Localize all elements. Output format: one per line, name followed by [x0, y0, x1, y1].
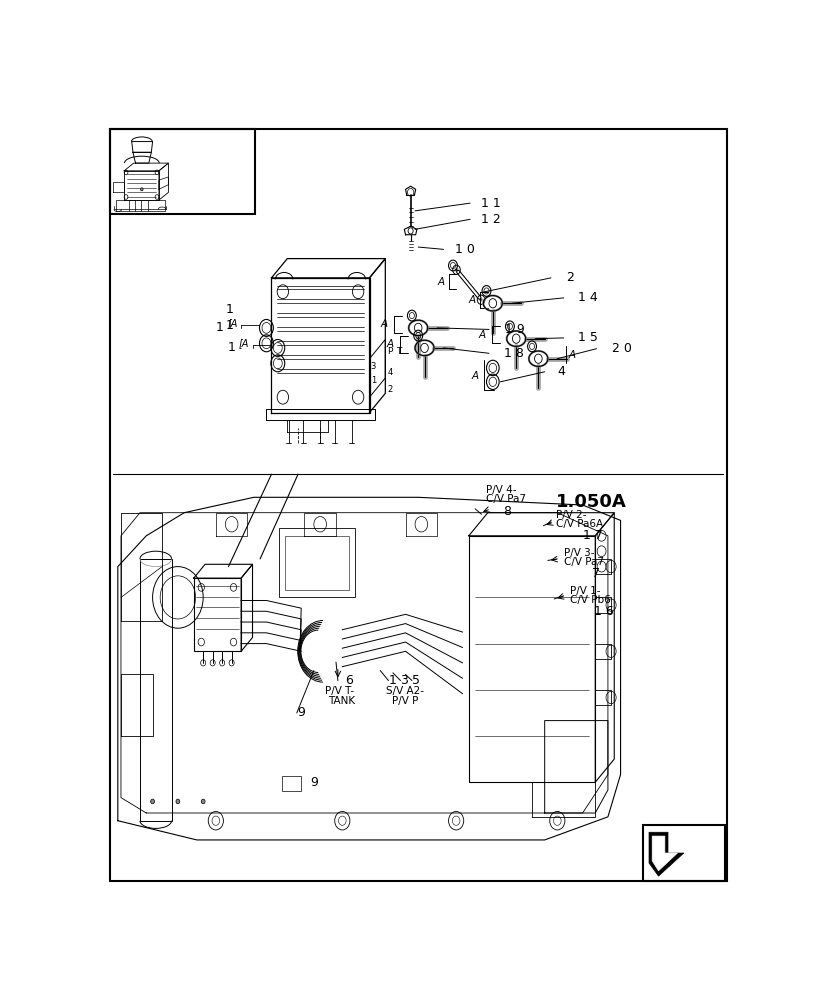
Text: 1 2: 1 2: [481, 213, 501, 226]
Text: A: A: [569, 350, 576, 360]
Text: 1: 1: [215, 321, 224, 334]
Text: 1: 1: [226, 319, 234, 332]
Text: C/V Pa6A: C/V Pa6A: [556, 519, 603, 529]
Bar: [643, 825, 725, 881]
Bar: [279, 528, 355, 597]
Text: P/V T-: P/V T-: [325, 686, 353, 696]
Text: A: A: [472, 371, 478, 381]
Text: 1: 1: [226, 303, 234, 316]
Text: P: P: [388, 347, 392, 356]
Bar: [109, 129, 255, 214]
Text: 7: 7: [592, 567, 600, 580]
Circle shape: [202, 799, 205, 804]
Text: 9: 9: [311, 776, 318, 789]
Text: 3: 3: [370, 362, 376, 371]
Text: A: A: [437, 277, 444, 287]
Text: 9: 9: [297, 706, 304, 719]
Polygon shape: [652, 836, 677, 871]
Text: S/V A2-: S/V A2-: [386, 686, 424, 696]
Bar: [595, 644, 611, 659]
Circle shape: [176, 799, 180, 804]
Bar: [286, 536, 348, 590]
Circle shape: [151, 799, 154, 804]
Bar: [193, 578, 241, 651]
Text: P/V 3-: P/V 3-: [564, 548, 594, 558]
Text: 1 6: 1 6: [594, 605, 614, 618]
Circle shape: [140, 188, 143, 191]
Text: T: T: [396, 347, 401, 356]
Text: TANK: TANK: [328, 696, 355, 706]
Text: A: A: [468, 295, 476, 305]
Text: P/V 4-: P/V 4-: [486, 485, 517, 495]
Text: A: A: [387, 339, 393, 349]
Text: 1 5: 1 5: [578, 331, 597, 344]
Text: 1: 1: [370, 376, 376, 385]
Text: P/V 2-: P/V 2-: [556, 510, 587, 520]
Bar: [468, 536, 596, 782]
Text: 6: 6: [345, 674, 353, 687]
Text: [A: [A: [227, 318, 237, 328]
Text: 1 7: 1 7: [583, 529, 602, 542]
Text: 4: 4: [388, 368, 392, 377]
Text: 5: 5: [412, 674, 420, 687]
Text: 2 0: 2 0: [612, 342, 632, 355]
Text: C/V Pa7: C/V Pa7: [564, 557, 604, 567]
Text: C/V Pa7: C/V Pa7: [486, 494, 526, 504]
Text: 2: 2: [388, 385, 392, 394]
Text: 1: 1: [227, 341, 235, 354]
Text: 1 4: 1 4: [578, 291, 597, 304]
Text: 4: 4: [557, 365, 565, 378]
Text: 1 9: 1 9: [505, 323, 526, 336]
Text: P/V 1-: P/V 1-: [570, 586, 601, 596]
Text: 1 8: 1 8: [504, 347, 524, 360]
Text: 2: 2: [566, 271, 574, 284]
Text: A: A: [478, 330, 486, 340]
Text: A: A: [380, 319, 388, 329]
Bar: [140, 559, 171, 821]
Text: 3: 3: [401, 674, 408, 687]
Bar: [282, 776, 301, 791]
Text: [A: [A: [238, 338, 249, 348]
Text: 1 0: 1 0: [455, 243, 475, 256]
Text: P/V P: P/V P: [392, 696, 418, 706]
Text: C/V Pb6: C/V Pb6: [570, 595, 610, 605]
Bar: [595, 597, 611, 613]
Text: 1.050A: 1.050A: [556, 493, 627, 511]
Polygon shape: [649, 832, 684, 876]
Bar: [595, 559, 611, 574]
Text: 8: 8: [503, 505, 512, 518]
Text: 1 1: 1 1: [481, 197, 501, 210]
Bar: [595, 690, 611, 705]
Text: 1: 1: [388, 674, 397, 687]
